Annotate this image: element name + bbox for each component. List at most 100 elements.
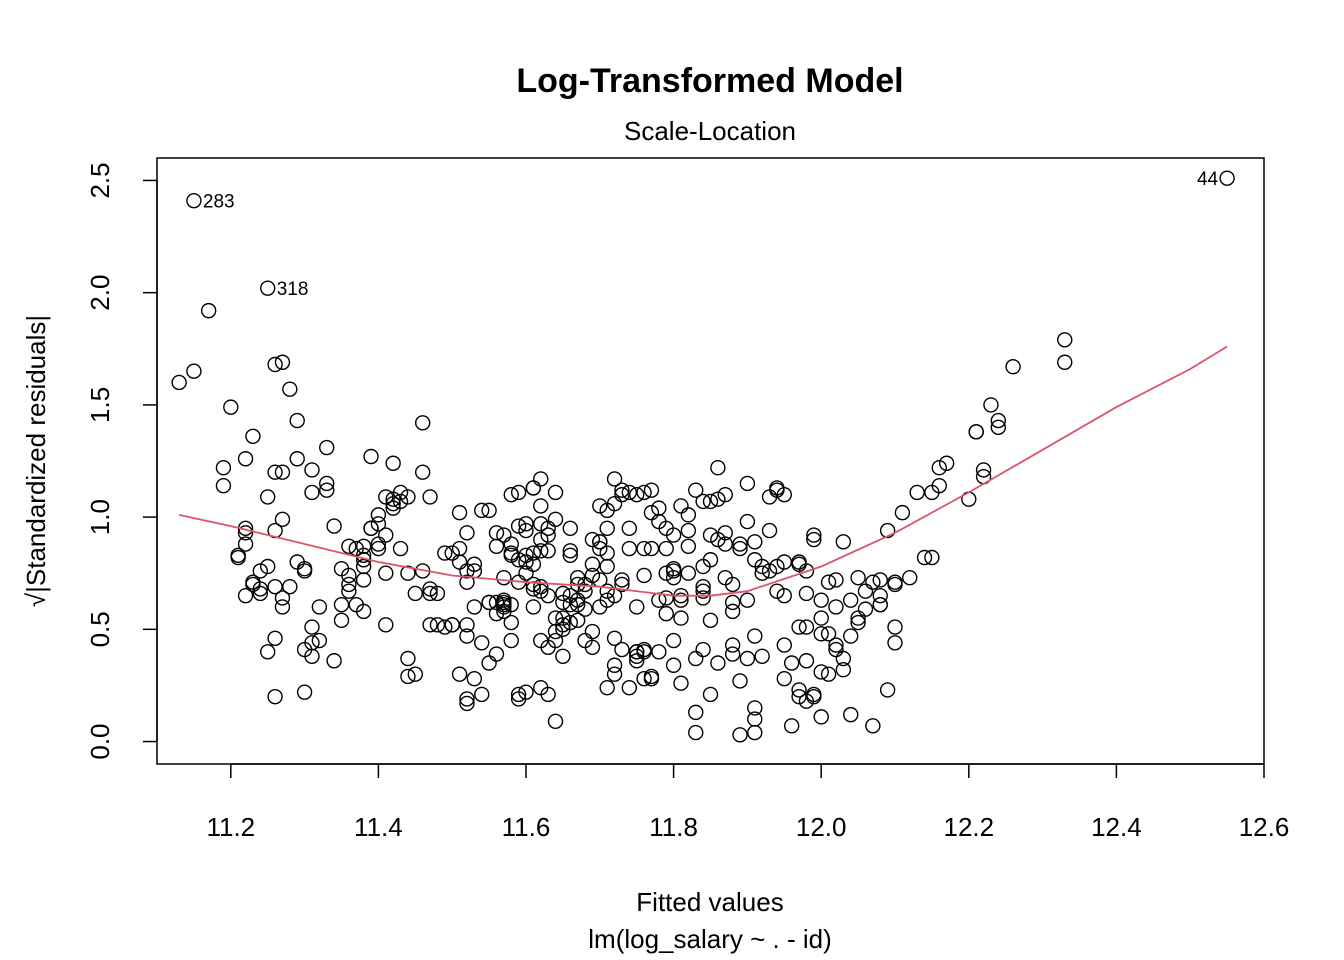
data-point [274, 464, 291, 480]
data-point [540, 543, 556, 559]
data-point [754, 565, 770, 581]
data-point [378, 565, 394, 581]
data-point [990, 419, 1007, 436]
data-point [968, 424, 984, 440]
data-point [289, 412, 305, 429]
x-tick-label: 12.2 [943, 812, 994, 842]
data-point [319, 482, 335, 498]
data-point [665, 527, 682, 543]
data-point [710, 655, 726, 671]
data-point [673, 610, 689, 626]
data-point [252, 563, 269, 579]
data-point [820, 626, 837, 642]
data-point [680, 507, 697, 523]
data-point [496, 527, 512, 543]
data-point [451, 540, 468, 557]
data-point [274, 354, 291, 370]
data-point [437, 619, 453, 635]
data-point [599, 520, 615, 537]
data-point [769, 558, 785, 575]
data-point [584, 639, 601, 655]
data-point [577, 583, 593, 599]
data-point [429, 585, 446, 602]
data-point [215, 477, 232, 494]
x-axis-label: Fitted values [636, 887, 783, 917]
data-point [798, 653, 815, 669]
data-point [924, 549, 940, 566]
data-point [459, 617, 475, 633]
data-point [459, 628, 475, 644]
data-point [319, 439, 335, 456]
data-point [747, 700, 763, 716]
data-point [636, 567, 652, 584]
data-point [621, 540, 638, 557]
data-point [983, 397, 999, 413]
point-label: 318 [277, 279, 309, 300]
data-point [547, 511, 564, 528]
data-point [562, 614, 578, 631]
data-point [975, 462, 992, 478]
data-point [496, 596, 512, 613]
data-point [503, 486, 519, 503]
data-point [200, 302, 217, 319]
data-point [592, 498, 608, 514]
data-point [237, 525, 254, 541]
data-point [274, 590, 291, 606]
data-point [533, 583, 549, 599]
data-point [724, 603, 741, 620]
data-point [636, 641, 652, 658]
y-tick-label: 1.5 [85, 387, 115, 423]
data-point [533, 516, 549, 532]
data-point [754, 648, 770, 664]
data-point [990, 412, 1007, 429]
data-point [806, 527, 822, 543]
data-point [702, 527, 719, 543]
data-point [688, 650, 704, 667]
data-point [400, 489, 416, 505]
data-point [739, 592, 756, 608]
data-point [850, 614, 866, 631]
data-point [592, 534, 608, 550]
data-point [451, 504, 468, 521]
data-point [459, 691, 475, 707]
data-point [562, 520, 578, 537]
data-point [938, 455, 955, 471]
data-point [237, 451, 254, 467]
data-point [392, 484, 409, 501]
data-point [724, 576, 741, 593]
data-point [260, 558, 276, 575]
y-axis: 0.0 0.5 1.0 1.5 2.0 2.5 [85, 162, 158, 760]
data-point [385, 495, 401, 512]
plot-frame [156, 157, 1265, 765]
data-point [776, 587, 792, 604]
data-point [341, 576, 357, 593]
data-point [724, 646, 741, 662]
data-point [466, 556, 483, 572]
data-point [643, 671, 660, 687]
data-point [540, 527, 556, 543]
data-point [776, 637, 792, 653]
data-point [658, 590, 674, 606]
smooth-line [178, 345, 1228, 597]
data-point [761, 522, 778, 539]
data-point [355, 547, 372, 563]
data-point [843, 706, 859, 723]
data-point [267, 688, 283, 705]
data-point [459, 525, 475, 541]
data-point [739, 650, 756, 667]
data-point [820, 574, 837, 590]
data-point [791, 682, 807, 698]
data-point [651, 644, 667, 660]
data-point [702, 612, 719, 629]
data-point [688, 724, 704, 741]
data-point [592, 540, 608, 557]
data-point [245, 428, 261, 445]
data-point [747, 724, 763, 741]
data-point [311, 632, 328, 649]
point-label: 283 [203, 192, 235, 213]
data-point [274, 599, 291, 615]
data-point [695, 583, 711, 599]
data-point [614, 576, 630, 593]
data-point [555, 585, 571, 602]
data-point [333, 612, 350, 629]
